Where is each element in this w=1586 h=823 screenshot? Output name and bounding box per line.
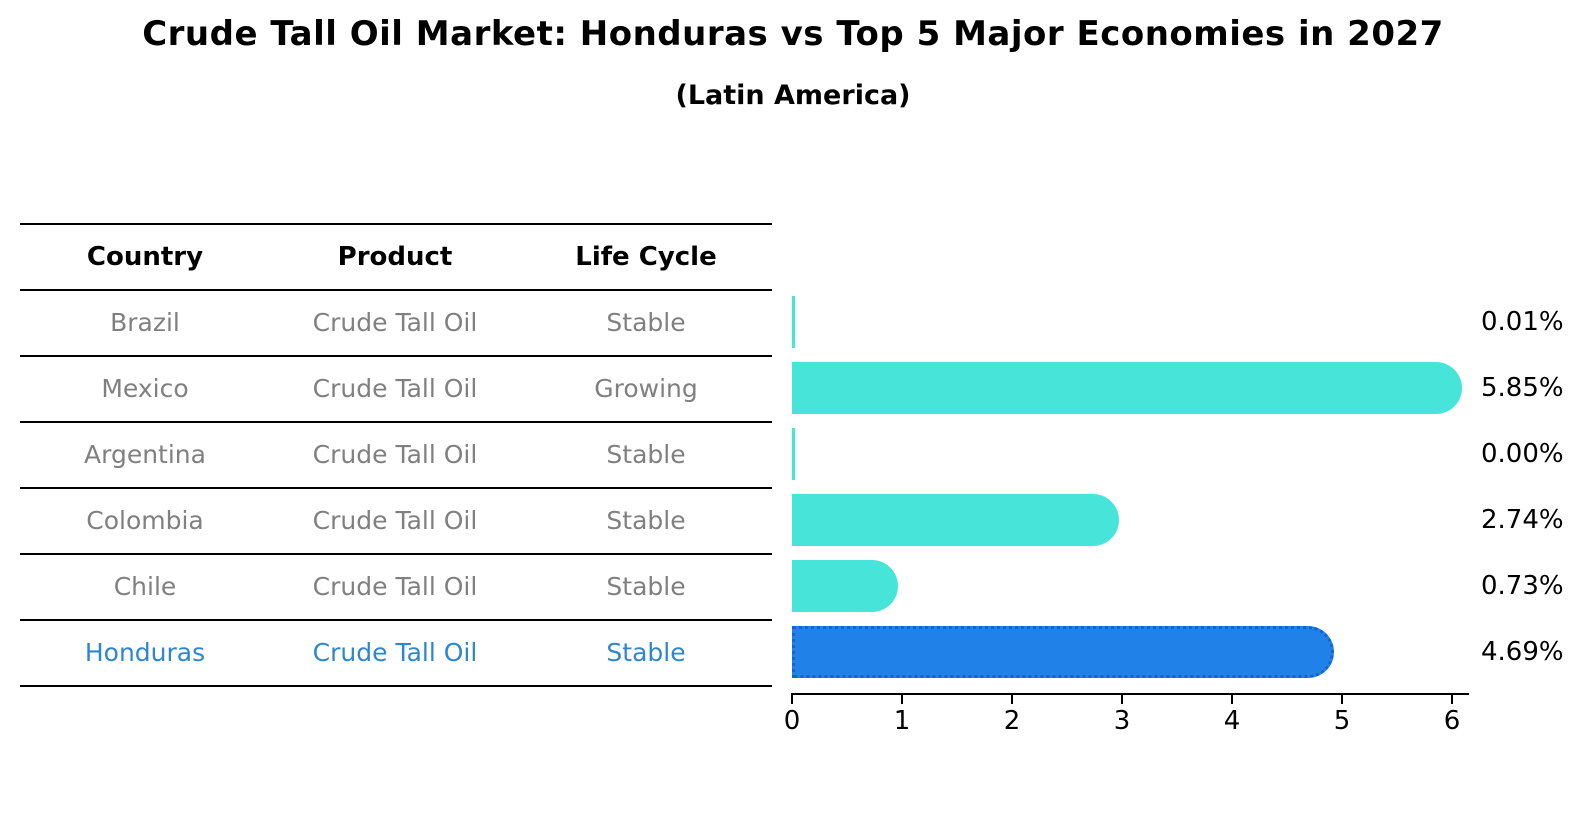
table-cell-life-cycle: Growing xyxy=(594,374,698,403)
table-row: Brazil Crude Tall Oil Stable xyxy=(20,291,772,357)
table-cell-country: Mexico xyxy=(101,374,189,403)
x-tick-label: 0 xyxy=(783,706,801,736)
x-tick-label: 5 xyxy=(1333,706,1351,736)
table-cell-country: Honduras xyxy=(84,638,206,667)
table-cell-product: Crude Tall Oil xyxy=(312,506,478,535)
x-tick-label: 3 xyxy=(1113,706,1131,736)
x-tick-mark xyxy=(901,695,903,704)
bar-colombia xyxy=(792,494,1120,546)
column-header-country: Country xyxy=(86,242,204,272)
value-label-mexico: 5.85% xyxy=(1481,373,1564,403)
info-table: Country Product Life Cycle Brazil Crude T… xyxy=(20,223,772,687)
table-cell-country: Colombia xyxy=(86,506,204,535)
chart-subtitle: (Latin America) xyxy=(675,80,911,111)
value-label-colombia: 2.74% xyxy=(1481,505,1564,535)
table-cell-product: Crude Tall Oil xyxy=(312,638,478,667)
table-rows: Brazil Crude Tall Oil Stable Mexico Crude Ta… xyxy=(20,291,772,687)
chart-title: Crude Tall Oil Market: Honduras vs Top 5… xyxy=(142,14,1444,54)
bar-honduras xyxy=(792,626,1334,678)
x-tick-mark xyxy=(1121,695,1123,704)
x-tick-label: 1 xyxy=(893,706,911,736)
table-cell-country: Brazil xyxy=(110,308,180,337)
table-header-row: Country Product Life Cycle xyxy=(20,225,772,291)
bar-mexico xyxy=(792,362,1462,414)
table-cell-life-cycle: Stable xyxy=(606,440,686,469)
x-tick-label: 2 xyxy=(1003,706,1021,736)
table-cell-life-cycle: Stable xyxy=(606,572,686,601)
table-cell-product: Crude Tall Oil xyxy=(312,374,478,403)
table-cell-life-cycle: Stable xyxy=(606,506,686,535)
x-tick-label: 4 xyxy=(1223,706,1241,736)
x-tick-mark xyxy=(1451,695,1453,704)
table-row: Honduras Crude Tall Oil Stable xyxy=(20,621,772,687)
bar-brazil xyxy=(792,296,795,348)
value-label-brazil: 0.01% xyxy=(1481,307,1564,337)
value-label-chile: 0.73% xyxy=(1481,571,1564,601)
bar-chile xyxy=(792,560,899,612)
value-label-honduras: 4.69% xyxy=(1481,637,1564,667)
x-tick-mark xyxy=(791,695,793,704)
column-header-life-cycle: Life Cycle xyxy=(575,242,717,272)
table-cell-life-cycle: Stable xyxy=(606,308,686,337)
value-label-argentina: 0.00% xyxy=(1481,439,1564,469)
table-cell-life-cycle: Stable xyxy=(606,638,686,667)
table-row: Mexico Crude Tall Oil Growing xyxy=(20,357,772,423)
table-cell-country: Argentina xyxy=(84,440,206,469)
x-tick-label: 6 xyxy=(1443,706,1461,736)
table-row: Chile Crude Tall Oil Stable xyxy=(20,555,772,621)
table-cell-product: Crude Tall Oil xyxy=(312,308,478,337)
table-cell-product: Crude Tall Oil xyxy=(312,440,478,469)
x-axis-line xyxy=(791,693,1469,695)
table-cell-product: Crude Tall Oil xyxy=(312,572,478,601)
table-row: Colombia Crude Tall Oil Stable xyxy=(20,489,772,555)
table-cell-country: Chile xyxy=(113,572,177,601)
x-tick-mark xyxy=(1341,695,1343,704)
table-row: Argentina Crude Tall Oil Stable xyxy=(20,423,772,489)
x-tick-mark xyxy=(1231,695,1233,704)
bar-argentina xyxy=(792,428,795,480)
column-header-product: Product xyxy=(337,242,453,272)
x-tick-mark xyxy=(1011,695,1013,704)
